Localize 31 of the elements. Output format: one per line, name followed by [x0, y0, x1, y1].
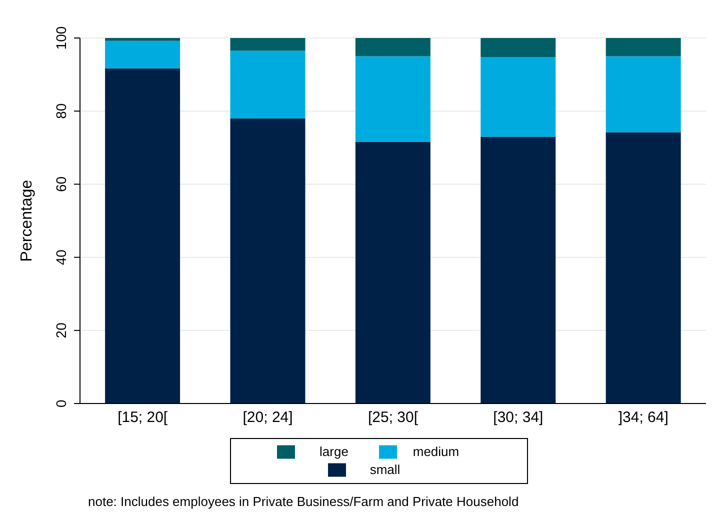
bar — [480, 38, 556, 58]
y-tick-label: 40 — [53, 249, 69, 266]
bar — [355, 38, 430, 56]
bar — [355, 56, 430, 142]
bar — [105, 38, 180, 41]
bar — [606, 38, 681, 56]
x-tick-label: [20; 24] — [242, 409, 293, 426]
y-tick-label: 60 — [53, 176, 69, 192]
bar — [105, 68, 180, 404]
x-tick-label: ]34; 64] — [618, 409, 668, 426]
y-tick-label: 0 — [53, 399, 69, 408]
bar — [606, 132, 681, 404]
y-tick-label: 20 — [53, 322, 69, 338]
bar — [480, 136, 556, 404]
y-tick-label: 80 — [53, 103, 69, 119]
x-tick-label: [30; 34] — [493, 409, 544, 426]
bar — [480, 57, 556, 137]
bar — [230, 38, 306, 51]
y-tick-label: 100 — [53, 26, 69, 50]
bar — [606, 56, 681, 132]
bar — [230, 50, 306, 118]
x-tick-label: [25; 30[ — [368, 409, 419, 426]
y-axis-title: Percentage — [18, 180, 36, 262]
bar — [105, 40, 180, 68]
text: note: Includes employees in Private Business/Farm and Private Household — [88, 494, 520, 509]
bar — [230, 118, 306, 404]
x-tick-label: [15; 20[ — [118, 409, 168, 426]
legend-label: medium — [412, 444, 460, 459]
legend-label: small — [368, 462, 402, 477]
legend-label: large — [318, 444, 350, 459]
bar — [355, 142, 430, 404]
